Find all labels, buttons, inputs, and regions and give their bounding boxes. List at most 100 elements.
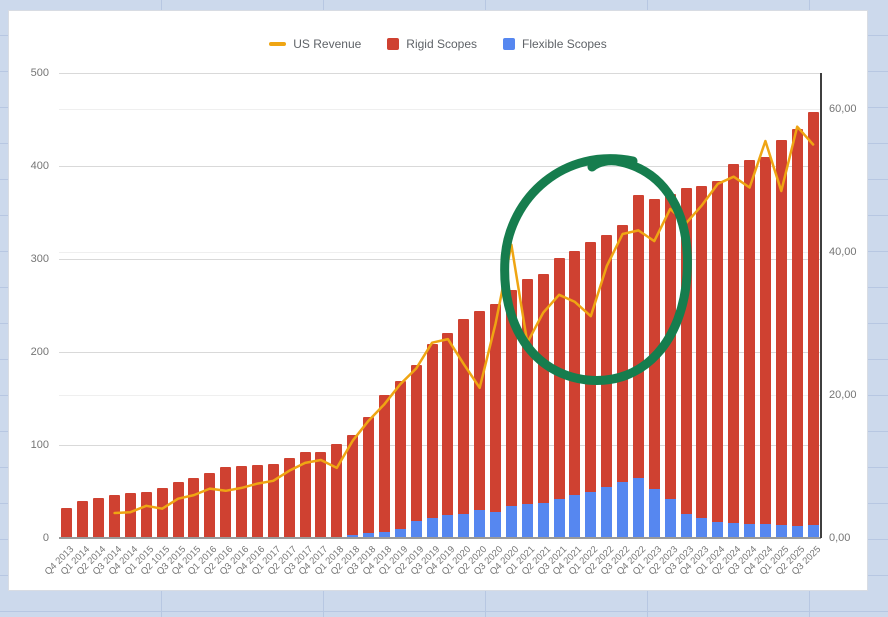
rigid-scopes-segment bbox=[632, 194, 644, 478]
flexible-scopes-segment bbox=[410, 521, 422, 538]
gridline-left bbox=[59, 259, 821, 260]
rigid-scopes-segment bbox=[267, 463, 279, 538]
rigid-scopes-segment bbox=[61, 508, 73, 538]
bar-Q2 2014 bbox=[93, 498, 105, 538]
bar-Q3 2025 bbox=[807, 112, 819, 538]
flexible-scopes-segment bbox=[759, 524, 771, 538]
bar-Q3 2020 bbox=[490, 303, 502, 538]
flexible-scopes-segment bbox=[744, 524, 756, 538]
bar-Q2 2017 bbox=[283, 458, 295, 538]
bar-Q4 2020 bbox=[505, 289, 517, 538]
flexible-scopes-segment bbox=[378, 531, 390, 538]
rigid-scopes-segment bbox=[807, 112, 819, 525]
left-axis-tick: 0 bbox=[42, 532, 49, 544]
rigid-scopes-segment bbox=[617, 224, 629, 483]
rigid-scopes-segment bbox=[569, 250, 581, 496]
bar-Q1 2021 bbox=[521, 279, 533, 538]
gridline-right bbox=[59, 251, 821, 253]
chart-card[interactable]: US Revenue Rigid Scopes Flexible Scopes … bbox=[8, 10, 868, 591]
flexible-scopes-segment bbox=[505, 506, 517, 538]
bar-Q3 2015 bbox=[172, 482, 184, 538]
bar-Q4 2023 bbox=[696, 186, 708, 538]
bar-Q3 2016 bbox=[236, 466, 248, 538]
flexible-scopes-segment bbox=[490, 511, 502, 538]
bar-Q2 1015 bbox=[156, 487, 168, 538]
rigid-scopes-segment bbox=[474, 311, 486, 511]
rigid-scopes-segment bbox=[172, 482, 184, 538]
bar-Q1 2017 bbox=[267, 463, 279, 538]
rigid-scopes-segment bbox=[521, 279, 533, 504]
revenue-line-chart bbox=[113, 125, 815, 515]
flexible-scopes-segment bbox=[537, 502, 549, 538]
bar-Q4 2014 bbox=[124, 493, 136, 538]
left-axis-tick: 400 bbox=[30, 160, 49, 172]
rigid-scopes-segment bbox=[204, 472, 216, 538]
flexible-scopes-segment bbox=[569, 495, 581, 538]
bar-Q3 2018 bbox=[363, 417, 375, 538]
bar-Q1 2016 bbox=[204, 472, 216, 538]
rigid-scopes-segment bbox=[394, 380, 406, 529]
flexible-scopes-segment bbox=[363, 533, 375, 538]
bar-Q1 2019 bbox=[394, 380, 406, 538]
bar-Q4 2013 bbox=[61, 508, 73, 538]
right-axis-tick: 40,00 bbox=[829, 245, 857, 258]
bar-Q2 2023 bbox=[664, 193, 676, 538]
gridline-left bbox=[59, 445, 821, 446]
gridline-left bbox=[59, 352, 821, 353]
flexible-scopes-segment bbox=[680, 513, 692, 538]
bar-Q3 2022 bbox=[617, 224, 629, 538]
flexible-scopes-segment bbox=[696, 517, 708, 538]
bar-Q2 2018 bbox=[347, 434, 359, 538]
rigid-scopes-segment bbox=[188, 477, 200, 538]
legend-item-us-revenue[interactable]: US Revenue bbox=[269, 37, 361, 51]
right-axis-tick: 60,00 bbox=[829, 102, 857, 115]
rigid-scopes-segment bbox=[664, 193, 676, 499]
left-axis-tick: 200 bbox=[30, 346, 49, 358]
rigid-scopes-segment bbox=[220, 467, 232, 538]
rigid-scopes-segment bbox=[728, 164, 740, 524]
gridline-left bbox=[59, 73, 821, 74]
bar-Q2 2025 bbox=[791, 128, 803, 538]
flexible-scopes-segment bbox=[712, 522, 724, 538]
bar-Q1 2024 bbox=[712, 180, 724, 538]
bar-Q4 2016 bbox=[251, 464, 263, 538]
rigid-scopes-segment bbox=[505, 289, 517, 507]
plot-area bbox=[59, 73, 822, 539]
rigid-scopes-segment bbox=[109, 495, 121, 538]
right-axis-tick: 0,00 bbox=[829, 532, 851, 544]
rigid-scopes-segment bbox=[140, 491, 152, 538]
rigid-scopes-segment bbox=[680, 188, 692, 514]
rigid-scopes-segment bbox=[458, 318, 470, 514]
flexible-scopes-segment bbox=[617, 482, 629, 538]
bar-Q3 2023 bbox=[680, 188, 692, 538]
rigid-scopes-segment bbox=[315, 452, 327, 538]
us-revenue-line bbox=[113, 125, 815, 515]
rigid-scopes-segment bbox=[759, 156, 771, 525]
left-axis-tick: 500 bbox=[30, 67, 49, 79]
gridline-right bbox=[59, 108, 821, 110]
bar-Q3 2019 bbox=[426, 343, 438, 538]
left-axis-tick: 300 bbox=[30, 253, 49, 265]
flexible-scopes-segment bbox=[458, 513, 470, 538]
rigid-scopes-segment bbox=[363, 417, 375, 534]
flexible-scopes-swatch-icon bbox=[503, 38, 516, 50]
rigid-scopes-segment bbox=[648, 198, 660, 489]
right-axis-line bbox=[820, 73, 822, 538]
flexible-scopes-segment bbox=[648, 488, 660, 538]
bar-Q2 2021 bbox=[537, 273, 549, 538]
left-axis-tick: 100 bbox=[30, 439, 49, 451]
bar-Q3 2017 bbox=[299, 452, 311, 538]
rigid-scopes-segment bbox=[236, 466, 248, 538]
bar-Q4 2021 bbox=[569, 250, 581, 538]
rigid-scopes-segment bbox=[744, 159, 756, 525]
flexible-scopes-segment bbox=[426, 517, 438, 538]
bar-Q4 2018 bbox=[378, 394, 390, 538]
legend-item-flexible-scopes[interactable]: Flexible Scopes bbox=[503, 37, 607, 51]
bar-Q2 2022 bbox=[601, 234, 613, 538]
flexible-scopes-segment bbox=[394, 528, 406, 538]
bar-Q1 2025 bbox=[775, 139, 787, 538]
legend-item-rigid-scopes[interactable]: Rigid Scopes bbox=[387, 37, 477, 51]
rigid-scopes-segment bbox=[77, 500, 89, 538]
flexible-scopes-segment bbox=[601, 486, 613, 538]
bar-Q3 2014 bbox=[109, 495, 121, 538]
